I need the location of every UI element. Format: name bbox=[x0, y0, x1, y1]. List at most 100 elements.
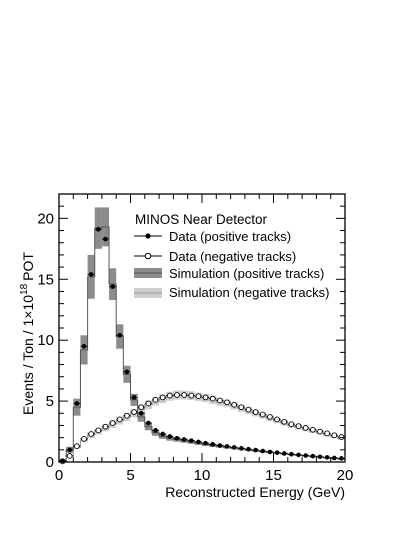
data-point-positive-3 bbox=[81, 343, 87, 349]
y-axis-label: Events / Ton / 1×1018 POT bbox=[19, 252, 36, 415]
data-point-positive-33 bbox=[296, 452, 301, 458]
legend-item-sim-negative: Simulation (negative tracks) bbox=[134, 285, 329, 300]
data-point-negative-23 bbox=[224, 399, 230, 406]
x-axis-label: Reconstructed Energy (GeV) bbox=[165, 484, 345, 500]
legend-label-data-positive: Data (positive tracks) bbox=[169, 229, 291, 244]
data-point-negative-31 bbox=[281, 418, 288, 425]
legend-label-data-negative: Data (negative tracks) bbox=[169, 249, 296, 264]
data-point-negative-33 bbox=[295, 423, 302, 429]
data-point-negative-14 bbox=[159, 394, 166, 401]
data-point-negative-39 bbox=[338, 434, 345, 440]
data-point-positive-17 bbox=[181, 437, 187, 442]
data-point-negative-27 bbox=[252, 409, 259, 415]
data-point-positive-2 bbox=[74, 401, 80, 406]
data-point-negative-11 bbox=[138, 404, 145, 411]
x-tick-label-20: 20 bbox=[337, 467, 354, 484]
data-point-negative-34 bbox=[302, 425, 309, 431]
data-point-positive-21 bbox=[210, 442, 216, 447]
data-point-negative-4 bbox=[88, 431, 95, 437]
data-point-positive-13 bbox=[153, 428, 158, 433]
legend-item-data-negative: Data (negative tracks) bbox=[134, 249, 296, 264]
data-point-positive-15 bbox=[167, 434, 173, 439]
y-tick-label-5: 5 bbox=[46, 393, 54, 410]
data-point-negative-18 bbox=[188, 392, 195, 399]
data-point-negative-24 bbox=[231, 401, 238, 408]
data-point-positive-30 bbox=[274, 450, 280, 455]
data-point-positive-14 bbox=[160, 431, 165, 437]
data-point-positive-26 bbox=[246, 446, 251, 452]
legend-marker-open-circle bbox=[144, 252, 152, 260]
data-point-negative-6 bbox=[102, 423, 109, 430]
data-point-positive-10 bbox=[131, 395, 137, 400]
data-point-positive-5 bbox=[96, 227, 101, 232]
data-point-positive-20 bbox=[203, 440, 208, 446]
data-point-negative-7 bbox=[109, 420, 116, 426]
data-point-negative-36 bbox=[317, 428, 323, 435]
data-point-negative-5 bbox=[95, 427, 102, 434]
legend-item-sim-positive: Simulation (positive tracks) bbox=[134, 266, 324, 281]
data-point-negative-8 bbox=[116, 416, 123, 423]
data-point-positive-24 bbox=[231, 445, 237, 450]
data-point-positive-19 bbox=[196, 439, 201, 445]
legend-label-sim-negative: Simulation (negative tracks) bbox=[169, 285, 329, 300]
data-point-positive-29 bbox=[267, 449, 273, 455]
data-point-positive-8 bbox=[117, 333, 123, 338]
data-point-negative-20 bbox=[202, 394, 209, 401]
data-point-positive-25 bbox=[239, 446, 244, 451]
data-point-negative-17 bbox=[181, 392, 187, 398]
data-point-positive-22 bbox=[217, 443, 223, 448]
y-axis-label-times: × bbox=[20, 311, 36, 319]
data-point-positive-38 bbox=[331, 455, 337, 461]
x-tick-label-0: 0 bbox=[55, 467, 63, 484]
axis-ticks bbox=[58, 193, 346, 463]
data-point-negative-25 bbox=[238, 404, 245, 411]
data-point-negative-19 bbox=[195, 393, 202, 400]
data-point-positive-31 bbox=[281, 451, 287, 456]
y-tick-label-0: 0 bbox=[46, 454, 54, 471]
data-point-positive-9 bbox=[124, 369, 130, 375]
x-tick-label-15: 15 bbox=[265, 467, 282, 484]
data-point-negative-38 bbox=[331, 432, 338, 439]
x-tick-label-10: 10 bbox=[194, 467, 211, 484]
y-tick-label-10: 10 bbox=[37, 332, 54, 349]
data-point-negative-1 bbox=[66, 453, 73, 459]
y-axis-label-unit: POT bbox=[20, 252, 36, 281]
data-point-negative-12 bbox=[145, 400, 152, 407]
data-point-negative-37 bbox=[324, 430, 330, 437]
legend-title: MINOS Near Detector bbox=[135, 212, 268, 227]
legend-item-data-positive: Data (positive tracks) bbox=[134, 229, 291, 244]
data-point-positive-35 bbox=[310, 453, 316, 459]
data-point-negative-32 bbox=[288, 421, 295, 428]
data-point-positive-23 bbox=[224, 444, 230, 449]
data-point-negative-26 bbox=[245, 406, 252, 413]
legend-marker-filled-circle bbox=[145, 233, 151, 239]
data-point-positive-4 bbox=[88, 272, 94, 277]
legend: MINOS Near Detector Data (positive track… bbox=[134, 212, 329, 300]
data-point-positive-28 bbox=[260, 448, 266, 454]
data-point-positive-12 bbox=[146, 420, 151, 426]
data-point-negative-10 bbox=[131, 409, 137, 415]
data-point-positive-39 bbox=[339, 456, 344, 461]
data-point-positive-34 bbox=[303, 453, 308, 458]
data-point-positive-7 bbox=[110, 284, 115, 289]
data-point-negative-22 bbox=[217, 397, 223, 404]
data-points bbox=[59, 227, 345, 465]
axis-tick-labels: 0 5 10 15 20 0 5 10 15 20 bbox=[37, 210, 353, 484]
data-point-positive-6 bbox=[103, 236, 108, 242]
data-point-positive-18 bbox=[188, 438, 194, 443]
data-point-positive-37 bbox=[324, 455, 330, 460]
data-point-negative-35 bbox=[309, 426, 316, 433]
data-point-positive-11 bbox=[138, 410, 144, 416]
x-tick-label-5: 5 bbox=[126, 467, 134, 484]
data-point-negative-3 bbox=[81, 436, 87, 442]
data-point-positive-27 bbox=[253, 447, 258, 453]
data-point-negative-30 bbox=[274, 416, 280, 423]
data-point-negative-28 bbox=[259, 411, 266, 418]
data-point-positive-36 bbox=[317, 454, 323, 460]
data-point-negative-29 bbox=[267, 414, 273, 420]
legend-label-sim-positive: Simulation (positive tracks) bbox=[169, 266, 324, 281]
data-point-negative-16 bbox=[174, 392, 180, 398]
data-point-positive-32 bbox=[289, 451, 294, 457]
data-point-positive-16 bbox=[174, 435, 180, 441]
